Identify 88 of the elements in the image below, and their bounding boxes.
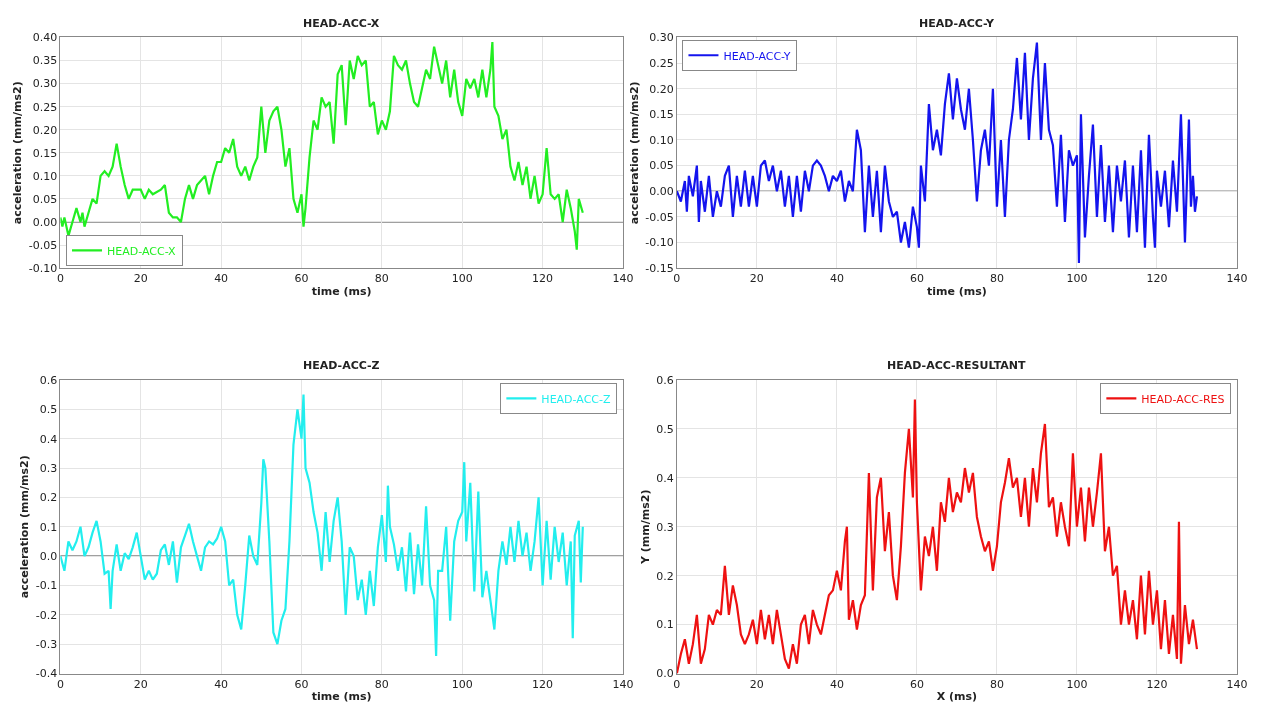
y-tick-label: 0.25: [649, 56, 674, 70]
y-tick-label: 0.15: [649, 108, 674, 122]
y-tick-label: 0.10: [649, 133, 674, 147]
y-tick-label: 0.20: [649, 82, 674, 96]
y-tick-label: 0.6: [656, 373, 674, 387]
x-tick-label: 60: [909, 677, 924, 691]
x-tick-label: 100: [451, 677, 473, 691]
chart-title: HEAD-ACC-RESULTANT: [887, 359, 1027, 372]
chart-title: HEAD-ACC-Z: [303, 359, 380, 372]
x-tick-label: 20: [749, 677, 764, 691]
x-tick-label: 120: [1146, 272, 1168, 286]
x-tick-label: 120: [532, 272, 554, 286]
y-tick-label: 0.20: [32, 123, 58, 137]
y-tick-label: 0.05: [32, 192, 58, 206]
y-tick-label: 0.5: [656, 422, 674, 436]
y-tick-label: -0.05: [28, 238, 58, 252]
y-tick-label: -0.05: [645, 210, 674, 224]
x-tick-label: 60: [909, 272, 924, 286]
x-tick-label: 0: [56, 272, 64, 286]
y-tick-label: -0.4: [35, 667, 58, 681]
y-axis-title: acceleration (mm/ms2): [627, 81, 641, 225]
y-tick-label: 0.00: [649, 185, 674, 199]
y-axis-title: Y (mm/ms2): [638, 489, 652, 565]
legend-label: HEAD-ACC-X: [107, 244, 177, 258]
y-tick-label: 0.35: [32, 54, 58, 68]
x-tick-label: 0: [56, 677, 64, 691]
y-tick-label: 0.30: [32, 77, 58, 91]
x-tick-label: 100: [1066, 272, 1088, 286]
y-tick-label: 0.2: [656, 569, 674, 583]
x-tick-label: 0: [673, 677, 681, 691]
x-axis-title: time (ms): [311, 689, 372, 703]
y-tick-label: 0.3: [656, 520, 674, 534]
x-tick-label: 140: [1226, 272, 1248, 286]
x-tick-label: 80: [989, 272, 1004, 286]
x-tick-label: 40: [214, 677, 229, 691]
x-tick-label: 60: [294, 677, 309, 691]
x-tick-label: 80: [374, 677, 389, 691]
y-tick-label: -0.15: [645, 261, 674, 275]
x-tick-label: 20: [133, 677, 148, 691]
x-axis-title: X (ms): [936, 689, 978, 703]
y-tick-label: 0.0: [656, 667, 674, 681]
x-tick-label: 80: [374, 272, 389, 286]
x-tick-label: 0: [673, 272, 681, 286]
legend-label: HEAD-ACC-RES: [1141, 392, 1225, 406]
y-tick-label: 0.25: [32, 100, 58, 114]
y-tick-label: -0.10: [28, 261, 58, 275]
y-tick-label: 0.00: [32, 215, 58, 229]
x-tick-label: 20: [749, 272, 764, 286]
y-tick-label: 0.2: [39, 491, 58, 505]
y-tick-label: -0.3: [35, 638, 58, 652]
x-tick-label: 40: [829, 272, 844, 286]
y-tick-label: 0.40: [32, 31, 58, 45]
x-tick-label: 40: [214, 272, 229, 286]
x-axis-title: time (ms): [311, 284, 372, 298]
y-tick-label: 0.05: [649, 159, 674, 173]
y-tick-label: 0.5: [39, 403, 58, 417]
x-tick-label: 120: [1146, 677, 1168, 691]
y-tick-label: 0.30: [649, 31, 674, 45]
x-tick-label: 140: [612, 677, 634, 691]
x-tick-label: 40: [829, 677, 844, 691]
y-tick-label: 0.4: [656, 471, 674, 485]
x-tick-label: 140: [1226, 677, 1248, 691]
y-tick-label: 0.4: [39, 432, 58, 446]
chart-title: HEAD-ACC-X: [303, 17, 380, 30]
y-axis-title: acceleration (mm/ms2): [11, 81, 25, 225]
y-tick-label: 0.1: [656, 618, 674, 632]
x-tick-label: 140: [612, 272, 634, 286]
chart-title: HEAD-ACC-Y: [919, 17, 995, 30]
y-tick-label: 0.0: [39, 549, 58, 563]
x-tick-label: 100: [1066, 677, 1088, 691]
y-tick-label: -0.10: [645, 236, 674, 250]
y-tick-label: -0.2: [35, 608, 58, 622]
x-tick-label: 80: [989, 677, 1004, 691]
legend-label: HEAD-ACC-Z: [541, 392, 611, 406]
y-tick-label: 0.6: [39, 373, 58, 387]
line-series: [676, 41, 1199, 265]
y-axis-title: acceleration (mm/ms2): [18, 455, 32, 599]
y-tick-label: 0.15: [32, 146, 58, 160]
x-axis-title: time (ms): [926, 284, 987, 298]
x-tick-label: 100: [451, 272, 473, 286]
y-tick-label: -0.1: [35, 579, 58, 593]
x-tick-label: 20: [133, 272, 148, 286]
x-tick-label: 60: [294, 272, 309, 286]
y-tick-label: 0.1: [39, 520, 58, 534]
y-tick-label: 0.10: [32, 169, 58, 183]
x-tick-label: 120: [532, 677, 554, 691]
legend-label: HEAD-ACC-Y: [723, 49, 791, 63]
y-tick-label: 0.3: [39, 461, 58, 475]
